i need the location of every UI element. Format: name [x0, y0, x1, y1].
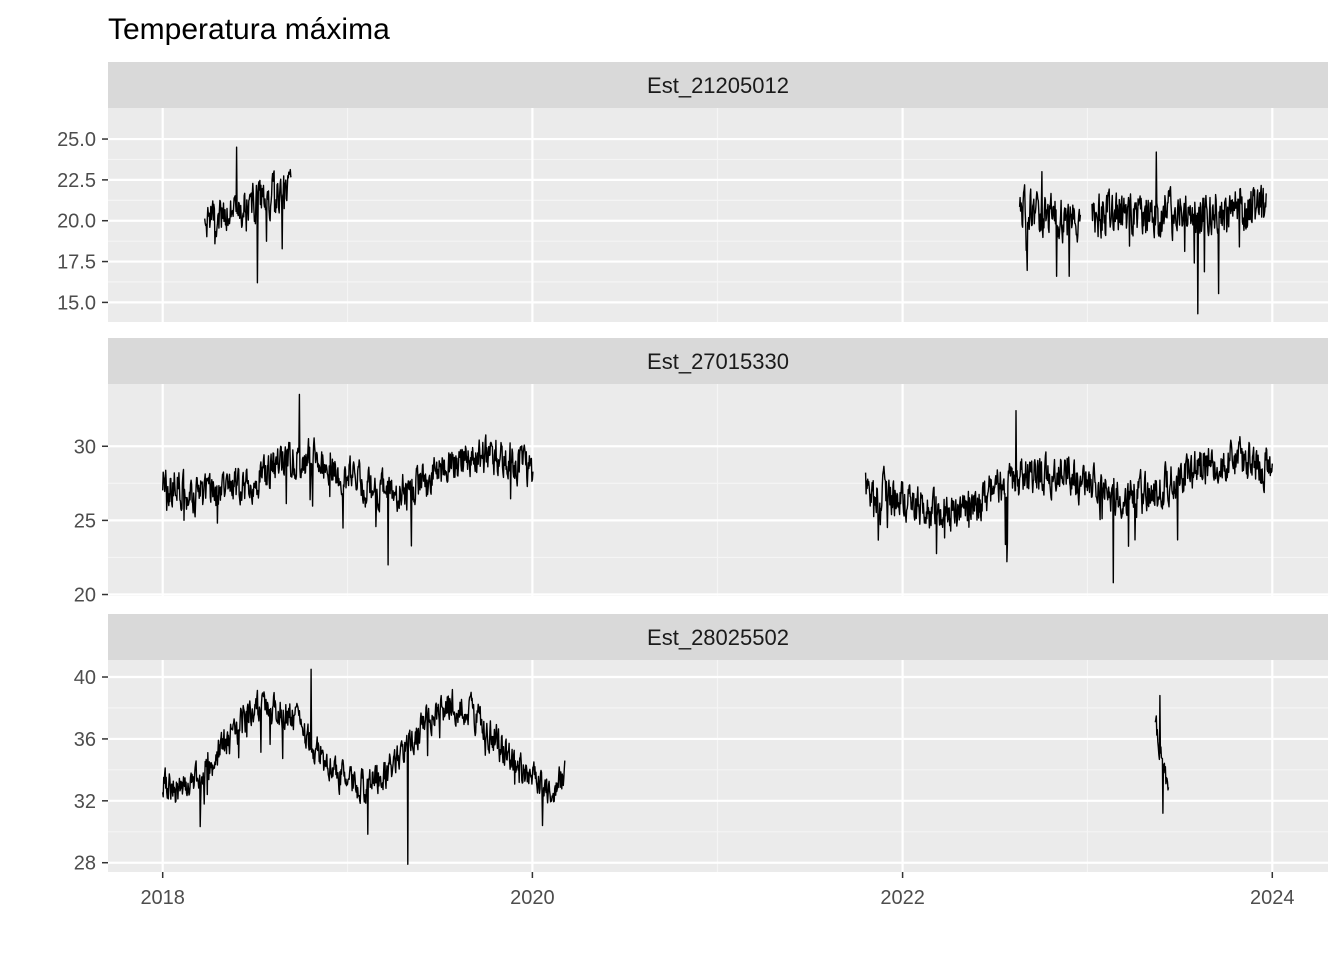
facet-strip — [108, 62, 1328, 108]
facet-Est_21205012: Est_21205012 15.0 17.5 20.0 22.5 25.0 — [57, 62, 1328, 322]
facet-label: Est_21205012 — [647, 73, 789, 98]
series-line-Est_27015330-2 — [864, 410, 1273, 584]
y-tick-label: 15.0 — [57, 292, 96, 314]
y-tick-label: 22.5 — [57, 170, 96, 192]
y-tick-label: 20 — [74, 585, 96, 607]
x-tick-label: 2020 — [510, 887, 555, 909]
facet-Est_28025502: Est_28025502 28 32 36 40 — [74, 614, 1328, 875]
y-tick-label: 36 — [74, 729, 96, 751]
series-line-Est_21205012-2 — [1018, 170, 1082, 277]
y-tick-label: 30 — [74, 436, 96, 458]
series-line-Est_28025502-1 — [162, 668, 566, 865]
facet-Est_27015330: Est_27015330 20 25 30 — [74, 338, 1328, 607]
facet-label: Est_28025502 — [647, 625, 789, 650]
series-line-Est_21205012-3 — [1091, 151, 1267, 315]
y-tick-label: 17.5 — [57, 252, 96, 274]
facet-strip — [108, 338, 1328, 384]
y-tick-label: 32 — [74, 791, 96, 813]
y-tick-label: 20.0 — [57, 211, 96, 233]
x-tick-label: 2018 — [140, 887, 185, 909]
x-tick-label: 2024 — [1250, 887, 1295, 909]
x-tick-label: 2022 — [880, 887, 925, 909]
y-tick-label: 40 — [74, 667, 96, 689]
series-line-Est_21205012-1 — [204, 146, 292, 284]
facet-label: Est_27015330 — [647, 349, 789, 374]
y-tick-label: 25.0 — [57, 129, 96, 151]
series-line-Est_28025502-2 — [1154, 694, 1170, 814]
y-tick-label: 25 — [74, 510, 96, 532]
series-line-Est_27015330-1 — [162, 393, 534, 566]
facet-strip — [108, 614, 1328, 660]
y-tick-label: 28 — [74, 853, 96, 875]
chart-title: Temperatura máxima — [108, 13, 390, 46]
